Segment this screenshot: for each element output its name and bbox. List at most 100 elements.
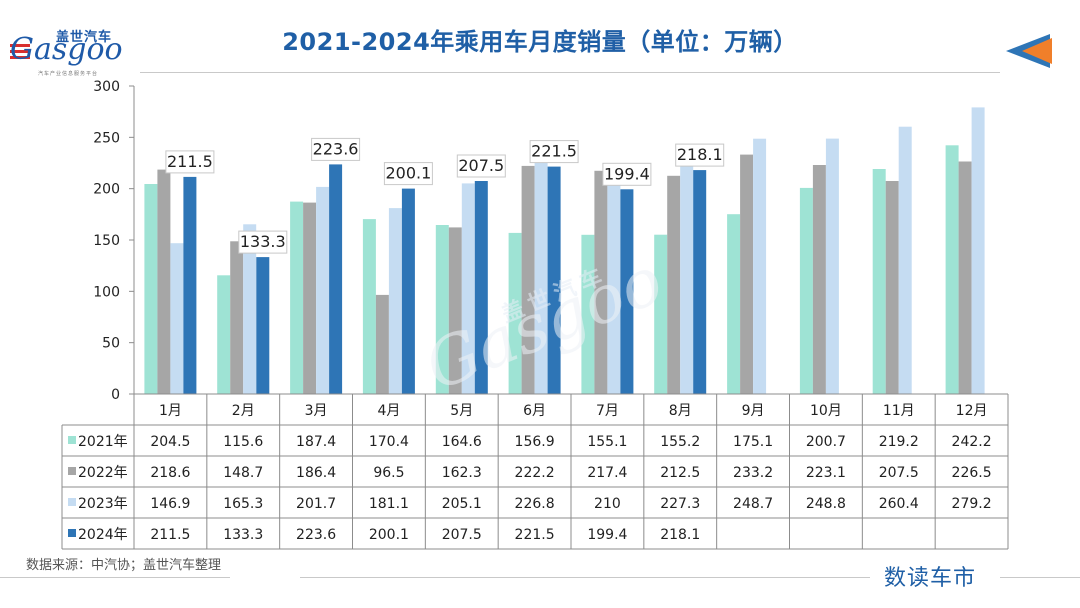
bar-2021年-1月 — [144, 184, 158, 394]
table-cell: 223.1 — [806, 465, 846, 481]
bar-2023年-6月 — [534, 161, 548, 394]
bar-2021年-10月 — [799, 187, 813, 394]
category-label: 7月 — [596, 403, 619, 419]
footer-line-left — [0, 577, 230, 578]
table-cell: 212.5 — [660, 465, 700, 481]
table-cell: 222.2 — [515, 465, 555, 481]
bar-2024年-3月 — [329, 164, 343, 394]
bar-2023年-12月 — [971, 107, 985, 395]
bar-2023年-11月 — [898, 126, 912, 394]
category-label: 10月 — [810, 403, 842, 419]
bar-2021年-5月 — [435, 225, 449, 394]
table-cell: 155.1 — [587, 434, 627, 450]
table-cell: 223.6 — [296, 527, 336, 543]
category-label: 12月 — [956, 403, 988, 419]
bar-2021年-3月 — [290, 201, 304, 394]
table-cell: 148.7 — [223, 465, 263, 481]
bar-2023年-9月 — [753, 138, 767, 394]
bar-2021年-6月 — [508, 232, 522, 394]
bar-2024年-6月 — [547, 166, 561, 394]
table-cell: 260.4 — [879, 496, 919, 512]
y-tick-label: 0 — [111, 387, 120, 403]
data-label-box — [529, 140, 579, 164]
table-cell: 226.8 — [515, 496, 555, 512]
table-cell: 201.7 — [296, 496, 336, 512]
bar-2022年-8月 — [667, 175, 681, 394]
table-cell: 199.4 — [587, 527, 627, 543]
data-label-box — [602, 162, 652, 186]
title-divider — [140, 72, 1000, 73]
data-label: 211.5 — [167, 152, 213, 171]
table-cell: 165.3 — [223, 496, 263, 512]
corner-arrow-icon — [1006, 34, 1052, 68]
table-cell: 211.5 — [150, 527, 190, 543]
legend-label: 2024年 — [78, 527, 128, 543]
table-cell: 96.5 — [373, 465, 404, 481]
data-label: 221.5 — [531, 142, 577, 161]
data-label-box — [456, 154, 506, 178]
table-cell: 115.6 — [223, 434, 263, 450]
logo: 盖世汽车 Gasgoo 汽车产业信息服务平台 — [8, 26, 138, 82]
table-cell: 187.4 — [296, 434, 336, 450]
table-cell: 156.9 — [515, 434, 555, 450]
bar-2023年-2月 — [243, 224, 257, 394]
bar-2021年-12月 — [945, 145, 959, 394]
table-cell: 186.4 — [296, 465, 336, 481]
brand-name: 数读车市 — [884, 566, 977, 591]
bar-2024年-5月 — [474, 181, 488, 394]
data-source-note: 数据来源：中汽协；盖世汽车整理 — [26, 558, 222, 573]
bar-2023年-5月 — [461, 183, 475, 394]
table-cell: 233.2 — [733, 465, 773, 481]
bar-2021年-9月 — [727, 214, 741, 394]
bar-2022年-1月 — [157, 169, 171, 394]
data-label: 133.3 — [240, 232, 286, 251]
bar-2023年-3月 — [316, 186, 330, 394]
bar-2024年-8月 — [693, 170, 707, 394]
table-cell: 204.5 — [150, 434, 190, 450]
footer-line-mid — [300, 577, 870, 578]
bar-2023年-4月 — [388, 208, 402, 394]
legend-key-2021年 — [68, 436, 76, 444]
data-label-box — [311, 137, 361, 161]
bar-2023年-10月 — [825, 138, 839, 394]
data-label-box — [675, 143, 725, 167]
y-tick-label: 200 — [93, 182, 120, 198]
category-label: 8月 — [669, 403, 692, 419]
table-cell: 242.2 — [952, 434, 992, 450]
table-cell: 248.7 — [733, 496, 773, 512]
table-cell: 207.5 — [879, 465, 919, 481]
legend-key-2023年 — [68, 498, 76, 506]
legend-label: 2022年 — [78, 465, 128, 481]
bar-2022年-4月 — [375, 294, 389, 394]
bar-2024年-2月 — [256, 257, 270, 394]
category-label: 11月 — [883, 403, 915, 419]
legend-label: 2023年 — [78, 496, 128, 512]
bar-2022年-9月 — [740, 154, 754, 394]
y-tick-label: 300 — [93, 79, 120, 95]
category-label: 3月 — [305, 403, 328, 419]
table-cell: 205.1 — [442, 496, 482, 512]
y-tick-label: 250 — [93, 130, 120, 146]
bar-2021年-8月 — [654, 234, 668, 394]
bar-2024年-7月 — [620, 189, 634, 394]
category-label: 5月 — [450, 403, 473, 419]
category-label: 6月 — [523, 403, 546, 419]
table-cell: 181.1 — [369, 496, 409, 512]
bar-2022年-12月 — [958, 161, 972, 394]
bar-2022年-2月 — [230, 241, 244, 394]
category-label: 2月 — [232, 403, 255, 419]
data-label: 218.1 — [677, 145, 723, 164]
logo-chinese: 盖世汽车 — [56, 30, 113, 45]
category-label: 9月 — [742, 403, 765, 419]
legend-key-2022年 — [68, 467, 76, 475]
bar-2021年-2月 — [217, 275, 231, 394]
table-cell: 146.9 — [150, 496, 190, 512]
table-cell: 175.1 — [733, 434, 773, 450]
y-tick-label: 150 — [93, 233, 120, 249]
table-cell: 200.1 — [369, 527, 409, 543]
bar-2023年-1月 — [170, 243, 184, 394]
table-cell: 221.5 — [515, 527, 555, 543]
table-cell: 155.2 — [660, 434, 700, 450]
bar-2024年-1月 — [183, 176, 197, 394]
